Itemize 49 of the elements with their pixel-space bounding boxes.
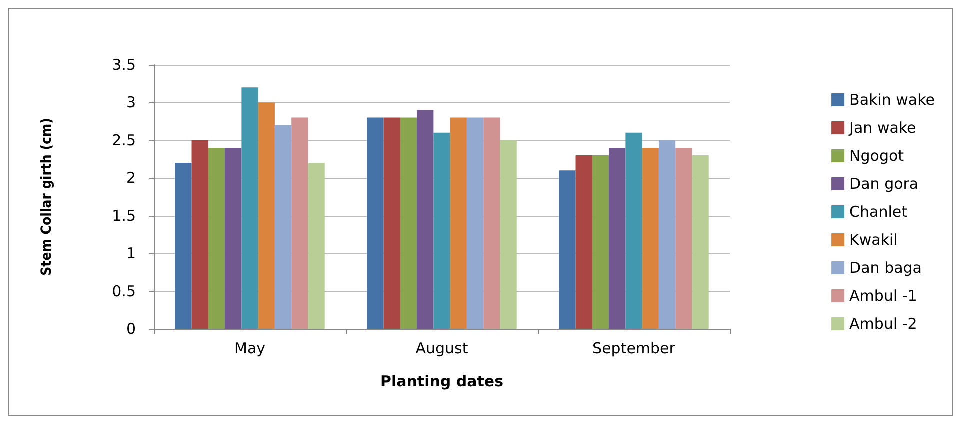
y-tick-label: 1.5 — [112, 206, 136, 225]
legend-label: Bakin wake — [850, 91, 935, 109]
x-tick-label: September — [592, 340, 676, 358]
bar — [225, 148, 242, 329]
bar — [192, 140, 208, 329]
legend-label: Dan gora — [850, 175, 919, 193]
x-tick-label: August — [416, 340, 468, 358]
bar — [384, 118, 400, 329]
y-tick-label: 3 — [126, 94, 136, 112]
bar — [400, 118, 418, 329]
legend-label: Ngogot — [850, 147, 904, 165]
bar — [367, 118, 384, 329]
y-tick-label: 2 — [126, 169, 136, 188]
bar — [175, 163, 192, 329]
x-tick-label: May — [234, 340, 266, 358]
legend-label: Ambul -2 — [850, 315, 918, 333]
y-tick-label: 0 — [126, 320, 136, 338]
y-tick-label: 0.5 — [112, 282, 136, 300]
y-tick-label: 2.5 — [112, 131, 136, 150]
bar — [434, 132, 450, 329]
legend-label: Chanlet — [850, 203, 908, 221]
bar — [242, 88, 258, 329]
bar — [292, 118, 308, 329]
legend-label: Kwakil — [850, 231, 898, 249]
bar — [642, 148, 659, 329]
bar — [258, 102, 275, 329]
legend-label: Dan baga — [850, 259, 922, 277]
y-axis-title: Stem Collar girth (cm) — [39, 118, 55, 276]
bar — [692, 156, 709, 329]
bar — [450, 118, 467, 329]
bar — [626, 132, 642, 329]
y-tick-label: 1 — [126, 244, 136, 263]
legend-label: Ambul -1 — [850, 287, 918, 305]
legend-label: Jan wake — [848, 119, 916, 137]
bar — [559, 170, 576, 329]
bar — [274, 125, 292, 329]
bar — [592, 156, 610, 329]
bar — [609, 148, 626, 329]
bar — [676, 148, 692, 329]
bar — [500, 140, 517, 329]
bar — [208, 148, 226, 329]
bar — [466, 118, 484, 329]
bar — [658, 140, 676, 329]
bar — [308, 163, 325, 329]
y-tick-label: 3.5 — [112, 56, 136, 74]
x-axis-title: Planting dates — [380, 372, 504, 390]
bar — [484, 118, 500, 329]
bar — [417, 110, 434, 329]
bar — [576, 156, 592, 329]
